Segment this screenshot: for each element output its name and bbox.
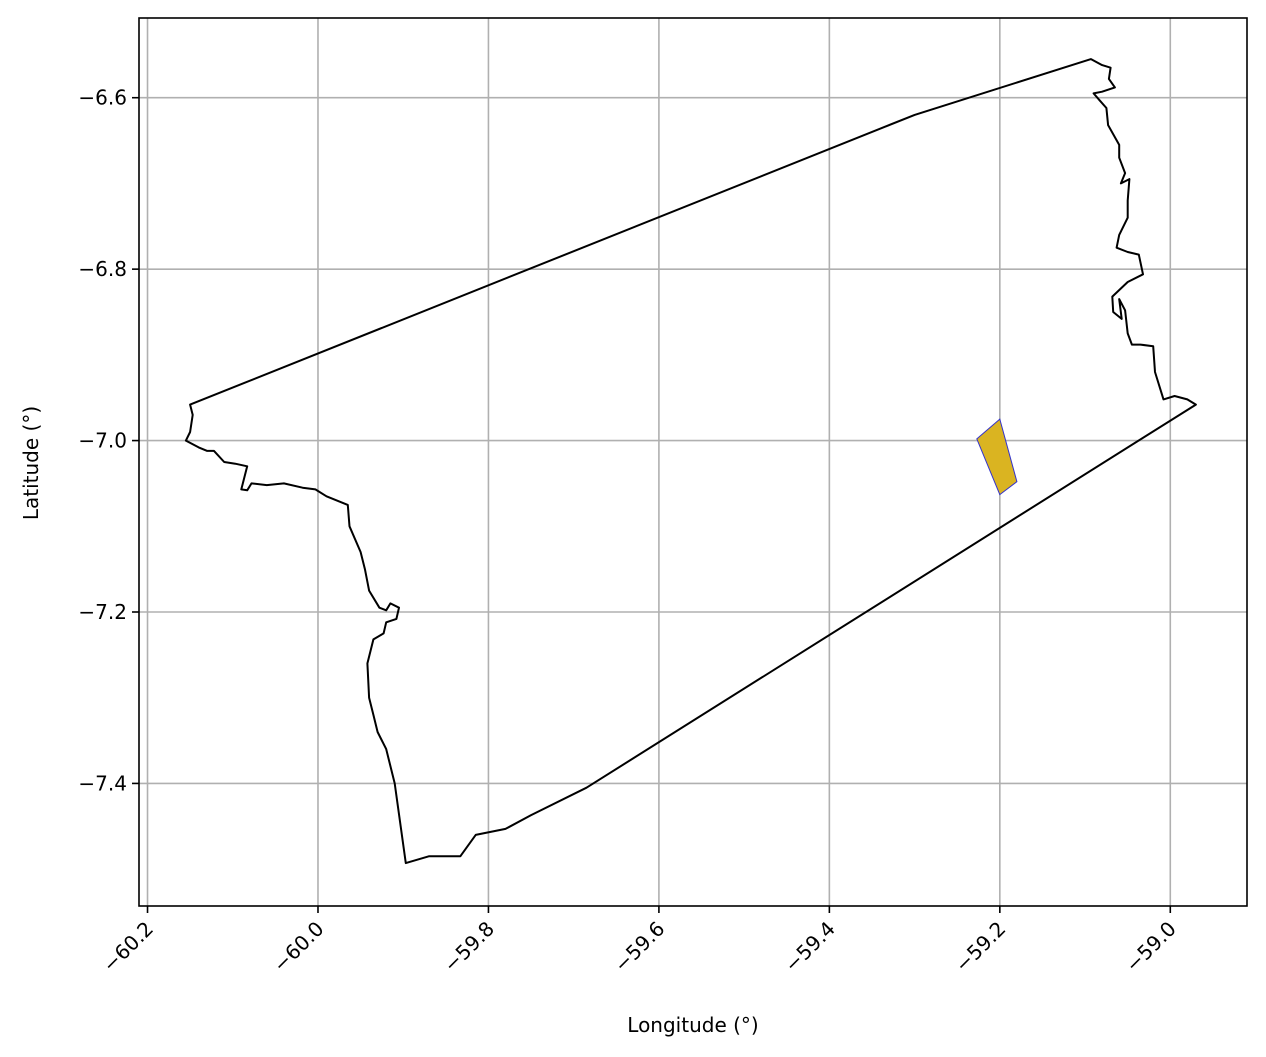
y-tick-label: −7.2 xyxy=(78,600,127,624)
y-tick-label: −7.0 xyxy=(78,429,127,453)
y-tick-label: −7.4 xyxy=(78,771,127,795)
highlight-polygon xyxy=(976,418,1018,496)
plot-frame xyxy=(138,17,1248,907)
map-data xyxy=(184,58,1197,865)
x-axis-label: Longitude (°) xyxy=(627,1013,758,1037)
y-axis-label: Latitude (°) xyxy=(19,406,43,520)
y-tick-label: −6.8 xyxy=(78,257,127,281)
y-ticks: −6.6 −6.8 −7.0 −7.2 −7.4 xyxy=(78,86,139,795)
region-outline xyxy=(184,58,1197,865)
y-tick-label: −6.6 xyxy=(78,86,127,110)
